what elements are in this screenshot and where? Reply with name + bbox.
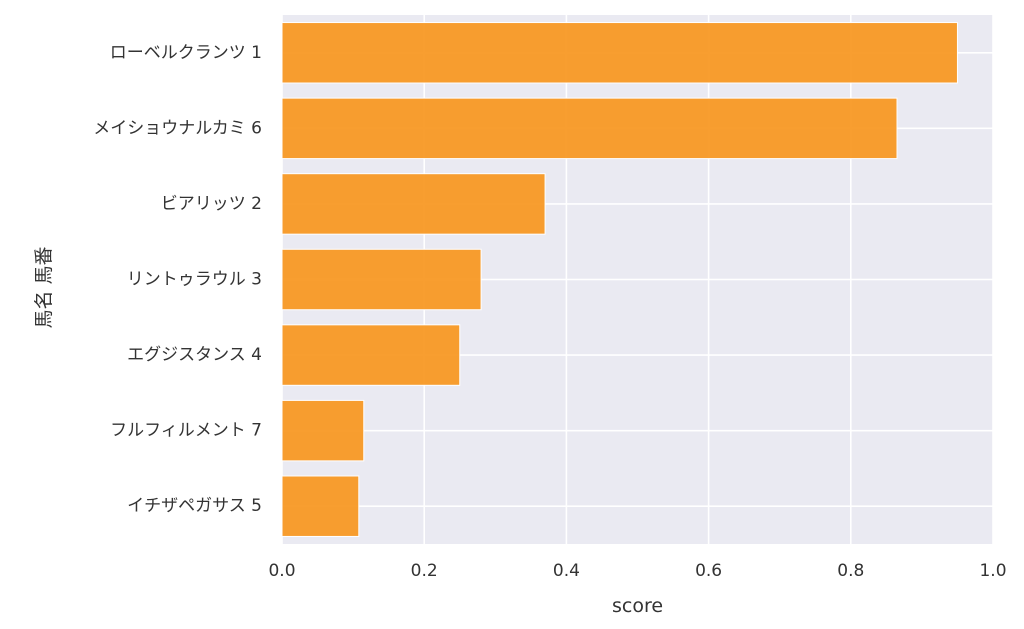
x-tick-labels: 0.0 0.2 0.4 0.6 0.8 1.0 [268, 561, 1006, 581]
y-tick-label: リントゥラウル 3 [127, 270, 262, 290]
bar [281, 97, 898, 160]
x-axis-label: score [612, 595, 663, 617]
y-tick-label: ビアリッツ 2 [161, 194, 262, 214]
y-tick-labels: ローベルクランツ 1 メイショウナルカミ 6 ビアリッツ 2 リントゥラウル 3 エグジ… [93, 43, 262, 516]
x-tick-label: 0.2 [411, 561, 438, 581]
x-tick-label: 0.8 [837, 561, 864, 581]
x-tick-label: 0.6 [695, 561, 722, 581]
bar [281, 22, 958, 84]
y-tick-label: エグジスタンス 4 [127, 345, 262, 365]
x-tick-label: 1.0 [979, 561, 1006, 581]
bars [281, 22, 958, 537]
bar [281, 248, 482, 311]
y-tick-label: フルフィルメント 7 [110, 421, 262, 441]
y-tick-label: イチザペガサス 5 [127, 496, 262, 516]
bar [281, 399, 365, 462]
bar [281, 475, 360, 537]
x-tick-label: 0.4 [553, 561, 580, 581]
y-tick-label: ローベルクランツ 1 [110, 43, 262, 63]
bar [281, 173, 546, 235]
y-axis-label: 馬名 馬番 [33, 246, 55, 328]
x-tick-label: 0.0 [268, 561, 295, 581]
y-tick-label: メイショウナルカミ 6 [93, 118, 262, 138]
bar [281, 324, 461, 386]
